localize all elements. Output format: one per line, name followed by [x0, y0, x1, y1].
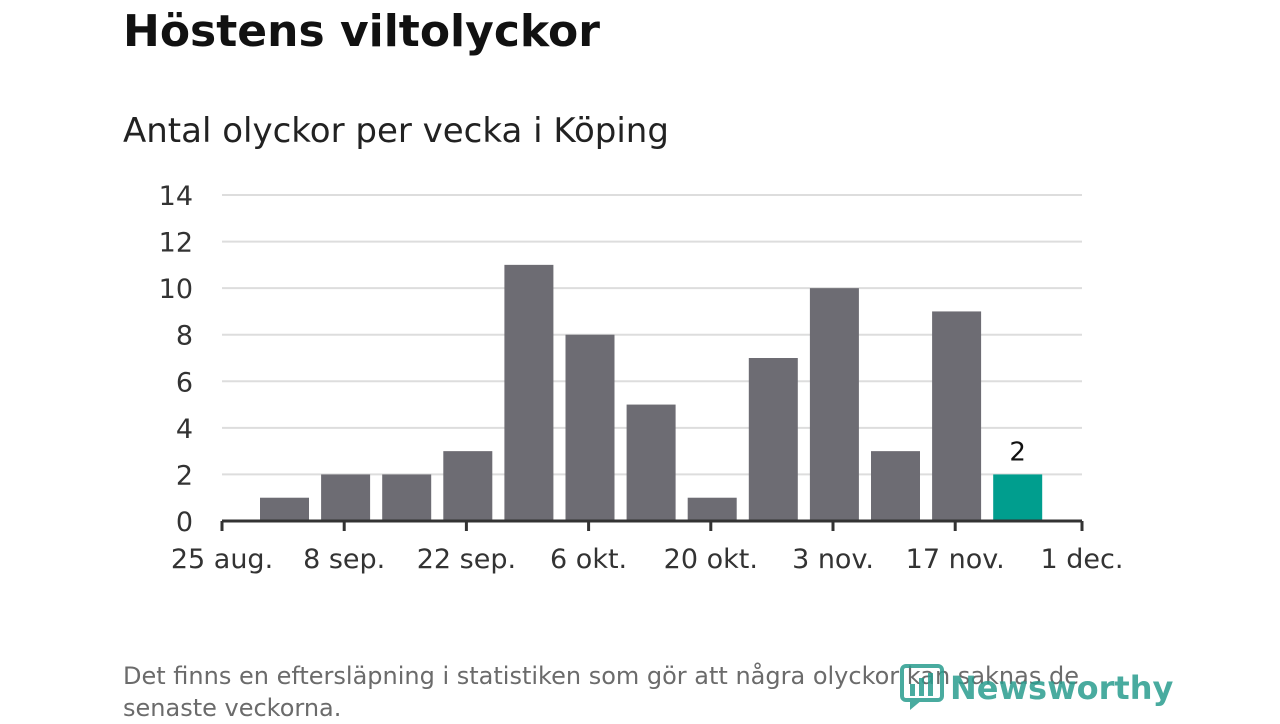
x-tick-label: 3 nov.: [792, 544, 874, 575]
bar: [932, 311, 982, 521]
x-tick-label: 25 aug.: [171, 544, 273, 575]
y-tick-label: 4: [176, 414, 193, 445]
newsworthy-logo: Newsworthy: [900, 664, 1173, 712]
y-tick-label: 10: [159, 274, 193, 305]
chart-title: Höstens viltolyckor: [123, 6, 600, 57]
y-tick-label: 14: [159, 181, 193, 212]
data-label: 2: [1009, 437, 1026, 467]
bar: [871, 451, 920, 521]
bar: [809, 288, 859, 521]
newsworthy-logo-icon: [900, 664, 944, 710]
bar: [443, 451, 493, 521]
bar: [626, 404, 676, 521]
bar: [382, 474, 432, 521]
chart-subtitle: Antal olyckor per vecka i Köping: [123, 111, 669, 151]
logo-text: Newsworthy: [950, 669, 1174, 707]
y-tick-label: 8: [176, 321, 193, 352]
x-tick-label: 22 sep.: [417, 544, 516, 575]
bar: [565, 334, 615, 521]
x-tick-label: 1 dec.: [1041, 544, 1124, 575]
bar: [687, 497, 737, 521]
bar: [504, 264, 554, 521]
bar: [321, 474, 371, 521]
bar: [748, 358, 798, 521]
x-tick-label: 8 sep.: [303, 544, 385, 575]
y-tick-label: 6: [176, 367, 193, 398]
x-tick-label: 6 okt.: [550, 544, 627, 575]
y-tick-label: 2: [176, 460, 193, 491]
x-tick-label: 17 nov.: [906, 544, 1005, 575]
bar-highlight: [993, 474, 1043, 521]
bar: [260, 497, 309, 521]
y-tick-label: 0: [176, 507, 193, 538]
x-tick-label: 20 okt.: [664, 544, 758, 575]
y-tick-label: 12: [159, 228, 193, 259]
bar-chart: 0 2 4 6 8 10 12 14 2 25 aug. 8 sep. 22 sep. 6 okt. 20…: [159, 181, 1124, 575]
